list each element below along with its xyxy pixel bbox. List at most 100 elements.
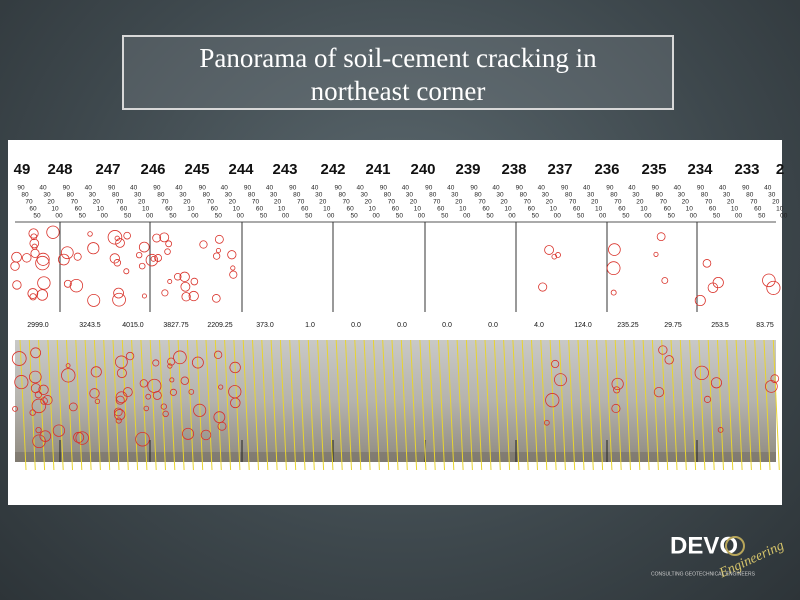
crack-mark: [188, 290, 199, 302]
grid-string: [438, 339, 445, 471]
scale-label: 90: [516, 185, 524, 192]
crack-mark: [608, 243, 621, 256]
scale-label: 30: [225, 192, 233, 199]
crack-value: 4.0: [534, 322, 544, 329]
grid-string: [317, 339, 325, 471]
scale-label: 30: [632, 192, 640, 199]
crack-mark: [109, 253, 120, 264]
scale-label: 10: [97, 206, 105, 213]
crack-mark: [160, 403, 167, 410]
crack-mark: [10, 261, 20, 271]
grid-string: [121, 339, 129, 471]
crack-value: 83.75: [756, 322, 774, 329]
photo-shadow: [15, 452, 776, 462]
scale-label: 70: [71, 199, 79, 206]
crack-mark: [167, 279, 173, 284]
grid-string: [465, 339, 473, 471]
grid-string: [354, 339, 362, 471]
crack-value: 2999.0: [27, 322, 49, 329]
scale-label: 40: [402, 185, 410, 192]
scale-label: 40: [39, 185, 47, 192]
scale-label: 60: [528, 206, 536, 213]
crack-mark: [694, 365, 709, 380]
crack-mark: [538, 282, 548, 292]
scale-label: 40: [674, 185, 682, 192]
grid-string: [531, 339, 538, 471]
scale-label: 20: [229, 199, 237, 206]
grid-string: [763, 339, 771, 471]
crack-mark: [30, 347, 42, 359]
scale-label: 10: [595, 206, 603, 213]
crack-mark: [229, 270, 238, 279]
crack-mark: [138, 262, 146, 270]
crack-mark: [147, 378, 162, 393]
scale-label: 80: [293, 192, 301, 199]
scale-label: 00: [191, 213, 199, 220]
crack-mark: [37, 276, 51, 290]
grid-string: [726, 339, 734, 471]
scale-label: 70: [161, 199, 169, 206]
scale-label: 80: [565, 192, 573, 199]
crack-value: 29.75: [664, 322, 682, 329]
crack-mark: [613, 386, 621, 394]
grid-string: [568, 339, 576, 471]
crack-mark: [174, 273, 182, 281]
station-label: 240: [410, 161, 435, 178]
scale-label: 30: [678, 192, 686, 199]
grid-string: [298, 339, 306, 471]
crack-mark: [94, 398, 101, 404]
scale-label: 30: [406, 192, 414, 199]
crack-mark: [87, 242, 100, 255]
grid-string: [558, 339, 566, 471]
scale-label: 90: [606, 185, 614, 192]
scale-label: 50: [713, 213, 721, 220]
crack-mark: [61, 368, 76, 383]
grid-string: [540, 339, 548, 471]
scale-label: 00: [418, 213, 426, 220]
grid-string: [521, 339, 529, 471]
scale-label: 00: [463, 213, 471, 220]
crack-mark: [653, 386, 665, 398]
scale-label: 30: [723, 192, 731, 199]
crack-mark: [212, 294, 221, 303]
grid-string: [475, 339, 483, 471]
scale-label: 60: [75, 206, 83, 213]
crack-mark: [28, 228, 39, 239]
crack-mark: [113, 287, 124, 299]
scale-label: 90: [380, 185, 388, 192]
crack-mark: [770, 374, 780, 383]
grid-string: [447, 339, 455, 471]
photo-strip: [15, 340, 776, 462]
grid-string: [642, 339, 650, 471]
scale-label: 50: [169, 213, 177, 220]
grid-string: [140, 339, 148, 471]
scale-label: 60: [392, 206, 400, 213]
scale-label: 50: [124, 213, 132, 220]
crack-mark: [610, 289, 617, 296]
scale-label: 30: [270, 192, 278, 199]
scale-label: 90: [289, 185, 297, 192]
scale-label: 80: [21, 192, 29, 199]
crack-mark: [606, 261, 621, 276]
crack-mark: [164, 248, 171, 255]
grid-string: [689, 339, 697, 471]
scale-label: 10: [504, 206, 512, 213]
grid-string: [224, 339, 232, 471]
crack-mark: [29, 238, 40, 249]
crack-mark: [68, 402, 78, 412]
crack-value: 2209.25: [207, 322, 232, 329]
crack-mark: [167, 357, 176, 366]
crack-mark: [150, 256, 157, 262]
scale-label: 50: [758, 213, 766, 220]
crack-mark: [11, 351, 27, 366]
crack-mark: [36, 252, 50, 266]
crack-value: 0.0: [351, 322, 361, 329]
scale-label: 30: [496, 192, 504, 199]
grid-string: [93, 339, 101, 471]
crack-mark: [30, 383, 41, 394]
scale-label: 80: [67, 192, 75, 199]
grid-string: [484, 339, 492, 471]
grid-string: [679, 339, 687, 471]
